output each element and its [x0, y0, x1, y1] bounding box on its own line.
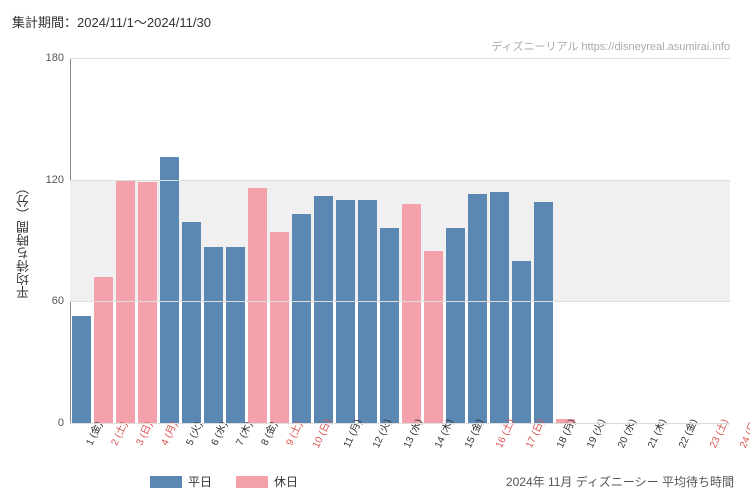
bar — [402, 204, 421, 423]
y-axis: 060120180 — [0, 58, 70, 423]
legend-weekday: 平日 — [150, 473, 212, 490]
y-tick-label: 60 — [52, 295, 64, 307]
legend-swatch-holiday — [236, 476, 268, 488]
bar — [94, 277, 113, 423]
bar — [336, 200, 355, 423]
bar — [468, 194, 487, 423]
legend-swatch-weekday — [150, 476, 182, 488]
legend-holiday-label: 休日 — [274, 473, 298, 490]
bar — [248, 188, 267, 423]
bar — [204, 247, 223, 423]
y-tick-line — [70, 423, 730, 424]
bar — [160, 157, 179, 423]
bar — [314, 196, 333, 423]
bar — [292, 214, 311, 423]
y-tick-label: 120 — [46, 174, 64, 186]
bar — [534, 202, 553, 423]
period-label: 集計期間：2024/11/1〜2024/11/30 — [12, 12, 211, 31]
legend-weekday-label: 平日 — [188, 473, 212, 490]
bar — [512, 261, 531, 423]
y-tick-line — [70, 180, 730, 181]
x-labels: 1 (金)2 (土)3 (日)4 (月)5 (火)6 (水)7 (木)8 (金)… — [70, 428, 730, 447]
caption: 2024年 11月 ディズニーシー 平均待ち時間 — [506, 473, 734, 490]
bars — [70, 58, 730, 423]
y-tick-line — [70, 301, 730, 302]
y-tick-line — [70, 58, 730, 59]
bar — [226, 247, 245, 423]
bar — [446, 228, 465, 423]
bar — [270, 232, 289, 423]
bar — [182, 222, 201, 423]
legend-holiday: 休日 — [236, 473, 298, 490]
legend: 平日 休日 — [150, 473, 298, 490]
bar — [358, 200, 377, 423]
y-tick-label: 0 — [58, 417, 64, 429]
watermark: ディズニーリアル https://disneyreal.asumirai.inf… — [491, 38, 730, 54]
bar — [490, 192, 509, 423]
y-tick-label: 180 — [46, 52, 64, 64]
bar — [72, 316, 91, 423]
x-tick-label: 24 (日) — [731, 414, 750, 450]
bar — [424, 251, 443, 423]
bar — [138, 182, 157, 423]
chart-area — [70, 58, 730, 423]
bar — [380, 228, 399, 423]
